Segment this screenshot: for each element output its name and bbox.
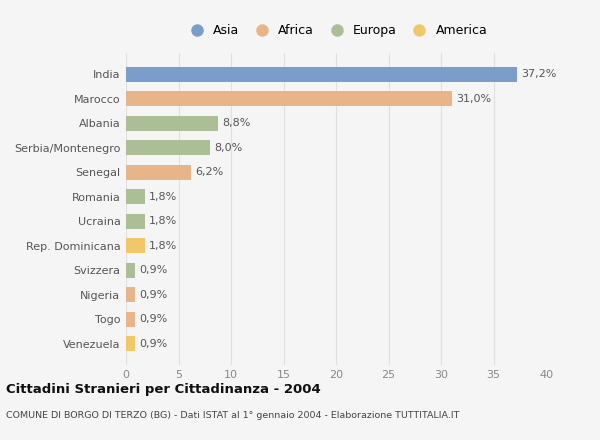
Bar: [126, 336, 136, 351]
Text: 1,8%: 1,8%: [149, 241, 178, 251]
Text: 0,9%: 0,9%: [140, 339, 168, 348]
Bar: [126, 312, 136, 326]
Bar: [126, 238, 145, 253]
Bar: [126, 263, 136, 278]
Text: 0,9%: 0,9%: [140, 314, 168, 324]
Text: 1,8%: 1,8%: [149, 216, 178, 226]
Bar: [126, 116, 218, 131]
Text: 0,9%: 0,9%: [140, 265, 168, 275]
Bar: [126, 92, 452, 106]
Text: 8,8%: 8,8%: [223, 118, 251, 128]
Bar: [126, 189, 145, 204]
Bar: [126, 165, 191, 180]
Text: 31,0%: 31,0%: [456, 94, 491, 104]
Text: 8,0%: 8,0%: [214, 143, 242, 153]
Text: COMUNE DI BORGO DI TERZO (BG) - Dati ISTAT al 1° gennaio 2004 - Elaborazione TUT: COMUNE DI BORGO DI TERZO (BG) - Dati IST…: [6, 411, 460, 420]
Legend: Asia, Africa, Europa, America: Asia, Africa, Europa, America: [182, 22, 490, 40]
Bar: [126, 214, 145, 229]
Bar: [126, 140, 210, 155]
Text: 37,2%: 37,2%: [521, 70, 556, 79]
Text: 0,9%: 0,9%: [140, 290, 168, 300]
Text: 1,8%: 1,8%: [149, 192, 178, 202]
Text: 6,2%: 6,2%: [196, 167, 224, 177]
Text: Cittadini Stranieri per Cittadinanza - 2004: Cittadini Stranieri per Cittadinanza - 2…: [6, 383, 321, 396]
Bar: [126, 67, 517, 82]
Bar: [126, 287, 136, 302]
